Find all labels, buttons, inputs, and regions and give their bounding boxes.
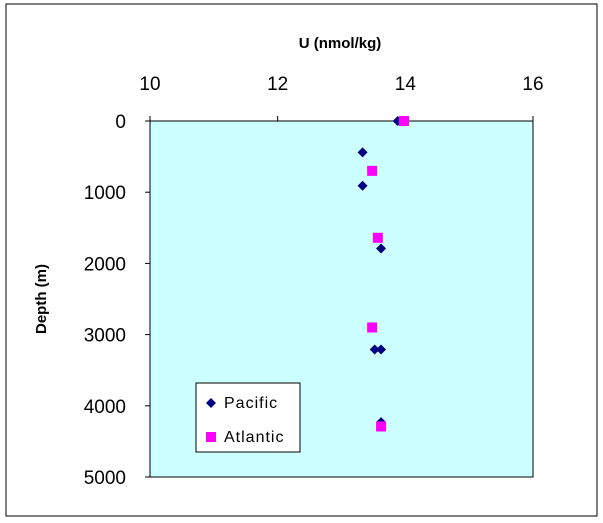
data-point-atlantic bbox=[376, 421, 387, 432]
data-point-pacific bbox=[369, 344, 380, 355]
data-points bbox=[357, 116, 410, 432]
data-point-pacific bbox=[376, 344, 387, 355]
legend: Pacific Atlantic bbox=[195, 382, 301, 453]
y-tick-label: 0 bbox=[115, 112, 126, 133]
legend-marker-pacific bbox=[206, 398, 216, 408]
legend-label-pacific: Pacific bbox=[224, 395, 278, 412]
x-axis-title: U (nmol/kg) bbox=[299, 35, 382, 52]
legend-label-atlantic: Atlantic bbox=[224, 429, 284, 446]
y-axis: 0 1000 2000 3000 4000 5000 bbox=[84, 112, 150, 489]
data-point-atlantic bbox=[372, 232, 383, 243]
x-tick-label: 14 bbox=[395, 74, 417, 95]
y-tick-label: 1000 bbox=[84, 183, 126, 204]
legend-marker-atlantic bbox=[206, 432, 216, 442]
y-tick-label: 5000 bbox=[84, 468, 126, 489]
y-tick-label: 3000 bbox=[84, 326, 126, 347]
series-atlantic bbox=[367, 116, 410, 432]
data-point-atlantic bbox=[367, 165, 378, 176]
data-point-atlantic bbox=[399, 116, 410, 126]
y-tick-label: 2000 bbox=[84, 254, 126, 275]
data-point-pacific bbox=[357, 180, 368, 191]
y-tick-label: 4000 bbox=[84, 397, 126, 418]
x-tick-label: 16 bbox=[522, 74, 543, 95]
x-axis: 10 12 14 16 bbox=[139, 74, 544, 121]
x-tick-label: 10 bbox=[139, 74, 160, 95]
data-point-pacific bbox=[357, 147, 368, 158]
data-point-atlantic bbox=[367, 322, 378, 333]
data-point-pacific bbox=[376, 243, 387, 254]
x-tick-label: 12 bbox=[267, 74, 288, 95]
y-axis-title: Depth (m) bbox=[33, 264, 50, 334]
